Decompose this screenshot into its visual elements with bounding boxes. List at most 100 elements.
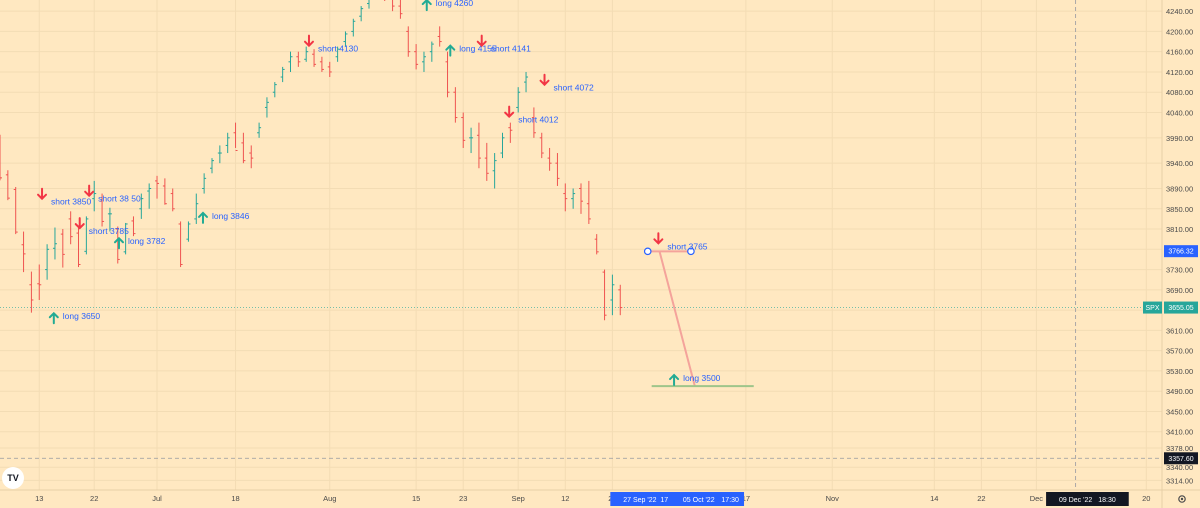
gear-icon[interactable] <box>1178 495 1186 503</box>
time-range-label: 17 <box>660 497 668 504</box>
ohlc-bar <box>555 153 560 186</box>
ohlc-bar <box>343 31 348 47</box>
ohlc-bar <box>52 227 57 260</box>
price-tag-box <box>1164 245 1198 258</box>
time-axis: 1322Jul18Aug1523Sep122017Nov1422Dec2027 … <box>0 489 1200 506</box>
ohlc-bar <box>524 71 529 93</box>
line-handle <box>643 247 652 256</box>
ohlc-bar <box>476 122 481 169</box>
short-arrow-icon <box>74 217 85 230</box>
line-handle <box>687 247 695 256</box>
signal-annotation: short 3785 <box>74 217 129 236</box>
y-tick-label: 4120.00 <box>1166 68 1193 77</box>
y-tick-label: 3530.00 <box>1166 367 1193 376</box>
ohlc-bar <box>414 44 419 70</box>
ohlc-bar <box>288 51 293 72</box>
annotation-label: long 3782 <box>128 236 166 246</box>
ohlc-bar <box>13 186 18 235</box>
ohlc-bar <box>92 180 97 212</box>
ohlc-bar <box>469 127 474 154</box>
ohlc-bar <box>162 178 167 205</box>
ohlc-bar <box>5 170 10 201</box>
y-tick-label: 3450.00 <box>1166 407 1193 416</box>
signal-annotation: short 38 50 <box>84 184 141 204</box>
short-arrow-icon <box>476 34 487 48</box>
x-tick-label: Sep <box>512 494 525 503</box>
plan-lines <box>643 247 754 388</box>
ohlc-bar <box>139 193 144 219</box>
ohlc-bar <box>155 175 160 199</box>
ohlc-bar <box>312 49 317 67</box>
time-range-box <box>1046 492 1129 506</box>
ohlc-bar <box>60 229 65 268</box>
ohlc-bar <box>335 46 340 62</box>
ohlc-bar <box>68 211 73 245</box>
ohlc-bar <box>508 122 513 143</box>
y-tick-label: 3570.00 <box>1166 347 1193 356</box>
ohlc-bar <box>618 284 623 316</box>
annotation-label: short 3765 <box>667 241 707 251</box>
long-arrow-icon <box>669 373 680 387</box>
x-tick-label: Nov <box>826 494 840 503</box>
long-arrow-icon <box>113 236 124 250</box>
ohlc-bar <box>421 51 426 72</box>
svg-text:TV: TV <box>7 473 19 483</box>
short-arrow-icon <box>84 184 95 198</box>
y-tick-label: 3314.00 <box>1166 476 1193 485</box>
annotation-label: long 3846 <box>212 211 250 221</box>
price-axis: 4240.00 4200.00 4160.00 4120.00 4080.00 4040.… <box>1143 0 1198 508</box>
annotation-label: short 4130 <box>318 44 358 54</box>
time-range-box <box>610 492 745 506</box>
long-arrow-icon <box>48 311 59 325</box>
ohlc-bar <box>492 153 497 189</box>
y-tick-label: 3610.00 <box>1166 326 1193 335</box>
ohlc-bar <box>107 207 112 232</box>
annotation-label: long 4260 <box>436 0 474 8</box>
ohlc-bar <box>516 87 521 113</box>
x-tick-label: 22 <box>977 494 985 503</box>
y-tick-label: 4240.00 <box>1166 7 1193 16</box>
ohlc-bar <box>21 231 26 273</box>
signal-annotation: short 4141 <box>476 34 531 54</box>
ohlc-bar <box>602 269 607 321</box>
x-tick-label: 12 <box>561 494 569 503</box>
y-tick-label: 4080.00 <box>1166 88 1193 97</box>
x-tick-label: 13 <box>35 494 43 503</box>
ohlc-bar <box>500 132 505 159</box>
ohlc-bar <box>0 134 2 181</box>
time-range-label: 17:30 <box>721 497 739 504</box>
ohlc-bar <box>37 264 42 300</box>
ohlc-bar <box>610 274 615 316</box>
ohlc-bar <box>272 82 277 98</box>
ohlc-bar <box>392 0 395 12</box>
y-tick-label: 4040.00 <box>1166 108 1193 117</box>
ohlc-bar <box>539 132 544 159</box>
ohlc-bar <box>563 183 568 212</box>
tradingview-logo-icon[interactable]: TV <box>2 467 24 489</box>
ohlc-bar <box>445 51 450 98</box>
signal-annotation: long 3500 <box>669 373 721 387</box>
signal-annotation: short 3765 <box>653 232 708 251</box>
ohlc-bar <box>202 173 207 194</box>
plan-segment <box>658 251 696 387</box>
bars <box>0 0 623 321</box>
ohlc-bar <box>217 145 222 164</box>
annotation-label: short 3850 <box>51 197 91 207</box>
signal-annotation: short 4130 <box>303 34 358 54</box>
y-tick-label: 3340.00 <box>1166 463 1193 472</box>
short-arrow-icon <box>303 34 314 48</box>
y-tick-label: 4160.00 <box>1166 48 1193 57</box>
annotation-label: long 3500 <box>683 373 721 383</box>
y-tick-label: 3810.00 <box>1166 225 1193 234</box>
ohlc-bar <box>296 51 301 67</box>
ohlc-bar <box>406 26 411 57</box>
price-tag-box <box>1164 452 1198 465</box>
y-tick-label: 3730.00 <box>1166 266 1193 275</box>
annotation-label: short 3785 <box>89 226 129 236</box>
short-arrow-icon <box>37 187 48 201</box>
signal-annotation: short 3850 <box>37 187 91 207</box>
ohlc-bar <box>594 234 599 255</box>
ohlc-bar <box>84 216 89 255</box>
ohlc-bar <box>209 158 214 174</box>
